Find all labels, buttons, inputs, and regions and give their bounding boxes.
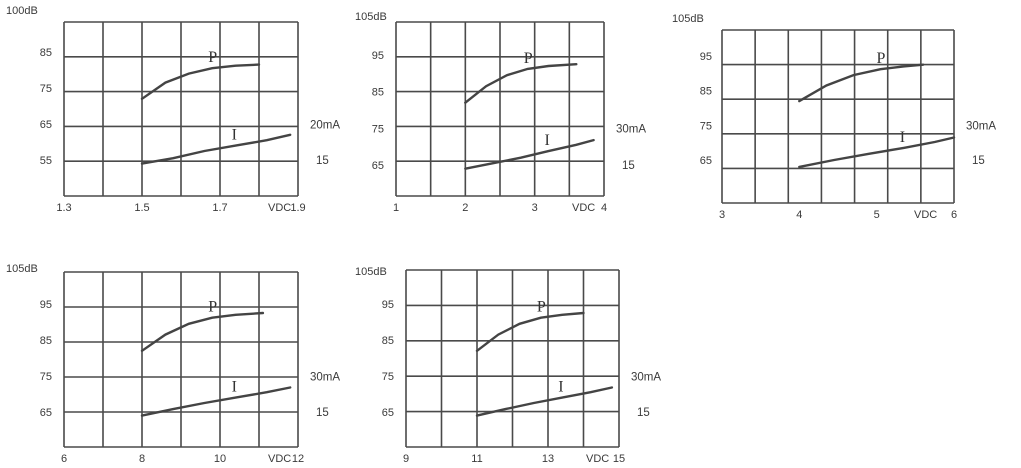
y-tick-label: 75 bbox=[40, 83, 52, 95]
y-tick-label: 85 bbox=[40, 335, 52, 347]
right-current-label-bottom: 15 bbox=[316, 407, 329, 419]
x-tick-label: 1.7 bbox=[212, 202, 227, 214]
x-tick-label: 2 bbox=[462, 202, 468, 214]
x-tick-label: 10 bbox=[214, 453, 226, 465]
x-tick-label: 1.5 bbox=[134, 202, 149, 214]
x-tick-label: 13 bbox=[542, 453, 554, 465]
series-line-p bbox=[140, 63, 261, 100]
chart-panel-3: 105dB 95 85 75 65 3 4 5 6 VDC 30mA 15 P I bbox=[672, 13, 996, 221]
y-tick-label: 65 bbox=[700, 155, 712, 167]
series-line-p bbox=[140, 311, 265, 352]
y-tick-label: 95 bbox=[382, 299, 394, 311]
x-unit-label: VDC bbox=[572, 202, 595, 214]
x-tick-label: 8 bbox=[139, 453, 145, 465]
x-tick-label: 1 bbox=[393, 202, 399, 214]
y-axis-top-label: 105dB bbox=[6, 263, 38, 275]
y-tick-label: 85 bbox=[372, 87, 384, 99]
series-label-i: I bbox=[900, 129, 905, 146]
y-tick-label: 95 bbox=[700, 51, 712, 63]
y-tick-label: 95 bbox=[40, 299, 52, 311]
y-tick-label: 75 bbox=[700, 120, 712, 132]
right-current-label-bottom: 15 bbox=[972, 155, 985, 167]
y-tick-label: 65 bbox=[40, 407, 52, 419]
right-current-label-top: 20mA bbox=[310, 119, 340, 131]
y-tick-label: 55 bbox=[40, 155, 52, 167]
x-tick-label: 1.3 bbox=[56, 202, 71, 214]
chart-panel-2: 105dB 95 85 75 65 1 2 3 4 VDC 30mA 15 P I bbox=[355, 11, 646, 214]
series-label-p: P bbox=[208, 299, 217, 316]
series-label-i: I bbox=[232, 379, 237, 396]
series-label-p: P bbox=[524, 50, 533, 67]
right-current-label-top: 30mA bbox=[616, 124, 646, 136]
right-current-label-bottom: 15 bbox=[316, 155, 329, 167]
x-unit-label: VDC bbox=[914, 209, 937, 221]
y-tick-label: 65 bbox=[40, 119, 52, 131]
series-label-i: I bbox=[232, 127, 237, 144]
right-current-label-bottom: 15 bbox=[637, 407, 650, 419]
y-tick-label: 85 bbox=[382, 335, 394, 347]
y-axis-top-label: 105dB bbox=[672, 13, 704, 25]
right-current-label-bottom: 15 bbox=[622, 160, 635, 172]
y-tick-label: 75 bbox=[372, 123, 384, 135]
y-tick-label: 65 bbox=[372, 160, 384, 172]
x-tick-label: 12 bbox=[292, 453, 304, 465]
x-tick-label: 3 bbox=[532, 202, 538, 214]
series-line-p bbox=[475, 311, 585, 352]
series-line-i bbox=[798, 136, 956, 169]
series-label-p: P bbox=[537, 299, 546, 316]
series-line-i bbox=[475, 386, 614, 417]
y-tick-label: 75 bbox=[40, 371, 52, 383]
y-tick-label: 95 bbox=[372, 50, 384, 62]
right-current-label-top: 30mA bbox=[966, 121, 996, 133]
x-tick-label: 11 bbox=[471, 453, 482, 465]
x-tick-label: 3 bbox=[719, 209, 725, 221]
series-label-p: P bbox=[208, 49, 217, 66]
series-line-p bbox=[798, 63, 925, 103]
right-current-label-top: 30mA bbox=[310, 371, 340, 383]
chart-panel-5: 105dB 95 85 75 65 9 11 13 15 VDC 30mA 15 P I bbox=[355, 266, 661, 465]
x-tick-label: 4 bbox=[601, 202, 607, 214]
x-unit-label: VDC bbox=[268, 202, 291, 214]
y-axis-top-label: 105dB bbox=[355, 11, 387, 23]
series-label-i: I bbox=[545, 132, 550, 149]
y-tick-label: 75 bbox=[382, 371, 394, 383]
x-tick-label: 1.9 bbox=[290, 202, 305, 214]
x-tick-label: 15 bbox=[613, 453, 625, 465]
x-unit-label: VDC bbox=[586, 453, 609, 465]
series-line-i bbox=[140, 133, 292, 165]
x-tick-label: 6 bbox=[951, 209, 957, 221]
series-line-p bbox=[464, 63, 578, 104]
y-tick-label: 65 bbox=[382, 407, 394, 419]
x-tick-label: 5 bbox=[874, 209, 880, 221]
y-tick-label: 85 bbox=[700, 86, 712, 98]
y-axis-top-label: 105dB bbox=[355, 266, 387, 278]
series-line-i bbox=[464, 138, 595, 170]
x-tick-label: 6 bbox=[61, 453, 67, 465]
series-label-p: P bbox=[877, 50, 886, 67]
y-tick-label: 85 bbox=[40, 47, 52, 59]
y-axis-top-label: 100dB bbox=[6, 5, 38, 17]
series-label-i: I bbox=[558, 379, 563, 396]
x-tick-label: 9 bbox=[403, 453, 409, 465]
series-line-i bbox=[140, 386, 292, 417]
right-current-label-top: 30mA bbox=[631, 371, 661, 383]
x-tick-label: 4 bbox=[796, 209, 802, 221]
x-unit-label: VDC bbox=[268, 453, 291, 465]
